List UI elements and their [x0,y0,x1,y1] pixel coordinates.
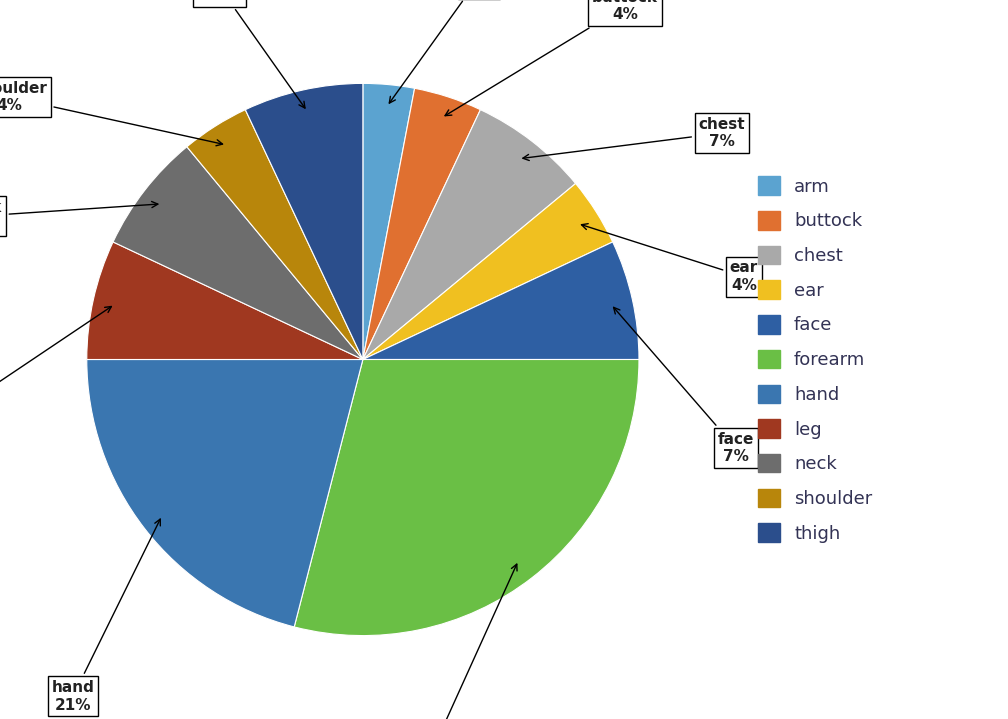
Wedge shape [245,83,363,360]
Text: ear
4%: ear 4% [582,224,758,293]
Text: forearm
29%: forearm 29% [397,564,517,719]
Text: buttock
4%: buttock 4% [446,0,658,116]
Text: thigh
7%: thigh 7% [197,0,305,108]
Wedge shape [87,242,363,360]
Wedge shape [87,360,363,627]
Text: chest
7%: chest 7% [523,117,745,160]
Text: arm
3%: arm 3% [389,0,496,103]
Wedge shape [363,183,613,360]
Legend: arm, buttock, chest, ear, face, forearm, hand, leg, neck, shoulder, thigh: arm, buttock, chest, ear, face, forearm,… [749,168,881,551]
Text: leg
7%: leg 7% [0,306,112,417]
Text: neck
7%: neck 7% [0,200,158,232]
Text: shoulder
4%: shoulder 4% [0,81,223,146]
Wedge shape [363,110,576,360]
Wedge shape [186,110,363,360]
Text: face
7%: face 7% [614,307,754,464]
Text: hand
21%: hand 21% [51,519,160,713]
Wedge shape [363,83,414,360]
Wedge shape [113,147,363,360]
Wedge shape [363,242,639,360]
Wedge shape [294,360,639,636]
Wedge shape [363,88,481,360]
